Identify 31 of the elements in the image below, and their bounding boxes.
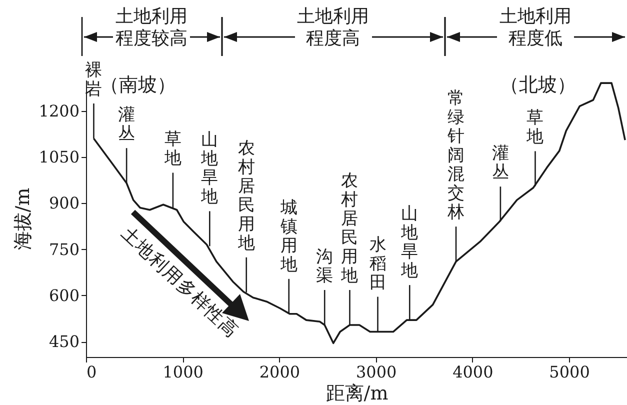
annotation: 水稻田 [369, 234, 386, 293]
annotation: 常绿针阔混交林 [446, 88, 465, 223]
annotation: 山地旱地 [200, 130, 218, 208]
annotation: 灌丛 [118, 105, 136, 144]
y-tick-label: 750 [48, 240, 80, 259]
y-axis-title: 海拔/m [12, 188, 34, 250]
y-tick-label: 600 [48, 286, 80, 305]
annotation: 山地旱地 [400, 204, 418, 282]
x-tick-label: 1000 [162, 362, 204, 382]
x-tick-label: 2000 [259, 362, 300, 382]
x-tick-label: 0 [86, 362, 97, 382]
annotation: （北坡） [500, 73, 576, 98]
y-tick-label: 1050 [38, 147, 80, 166]
y-tick-label: 900 [48, 194, 80, 213]
annotation: （南坡） [100, 74, 176, 96]
text: 土地利用程度低 [497, 6, 574, 50]
y-tick-label: 450 [48, 332, 80, 352]
annotation: 草地 [163, 130, 182, 169]
annotation: 农村居民用地 [340, 170, 358, 286]
annotation: 草地 [526, 108, 544, 148]
text: 土地利用程度较高 [113, 6, 190, 50]
annotation: 灌丛 [492, 144, 509, 183]
annotation: 城镇用地 [279, 198, 298, 275]
y-tick-label: 1200 [38, 101, 80, 120]
x-tick-label: 5000 [549, 362, 590, 382]
annotation: 沟渠 [316, 246, 334, 286]
x-axis-title: 距离/m [326, 382, 388, 404]
text: 土地利用程度高 [294, 6, 372, 50]
x-tick-label: 3000 [356, 362, 397, 382]
x-tick-label: 4000 [452, 362, 494, 382]
annotation: 农村居民用地 [236, 138, 255, 254]
